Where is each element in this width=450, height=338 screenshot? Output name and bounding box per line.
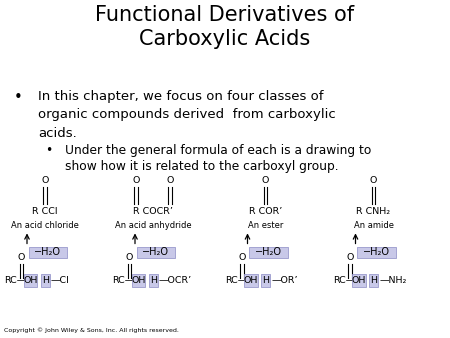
FancyBboxPatch shape (357, 247, 396, 258)
Text: •: • (14, 90, 22, 104)
FancyBboxPatch shape (137, 247, 175, 258)
FancyBboxPatch shape (132, 274, 145, 287)
Text: O: O (132, 176, 140, 185)
Text: —NH₂: —NH₂ (379, 276, 407, 285)
Text: OH: OH (244, 276, 258, 285)
Text: Copyright © John Wiley & Sons, Inc. All rights reserved.: Copyright © John Wiley & Sons, Inc. All … (4, 327, 180, 333)
Text: O: O (126, 253, 133, 262)
Text: Under the general formula of each is a drawing to: Under the general formula of each is a d… (65, 144, 372, 156)
Text: RC—: RC— (333, 276, 355, 285)
Text: acids.: acids. (38, 127, 77, 140)
Text: RC—: RC— (225, 276, 247, 285)
Text: O: O (346, 253, 354, 262)
Text: organic compounds derived  from carboxylic: organic compounds derived from carboxyli… (38, 108, 336, 121)
Text: H: H (370, 276, 378, 285)
Text: •: • (45, 144, 52, 156)
FancyBboxPatch shape (249, 247, 288, 258)
FancyBboxPatch shape (352, 274, 366, 287)
FancyBboxPatch shape (244, 274, 258, 287)
Text: show how it is related to the carboxyl group.: show how it is related to the carboxyl g… (65, 160, 339, 173)
Text: An ester: An ester (248, 221, 283, 230)
FancyBboxPatch shape (369, 274, 378, 287)
Text: OH: OH (23, 276, 38, 285)
Text: −H₂O: −H₂O (255, 247, 282, 257)
Text: An amide: An amide (354, 221, 393, 230)
Text: RC—: RC— (112, 276, 135, 285)
FancyBboxPatch shape (149, 274, 158, 287)
Text: RC—: RC— (4, 276, 27, 285)
FancyBboxPatch shape (41, 274, 50, 287)
Text: —OR’: —OR’ (271, 276, 298, 285)
Text: —OCR’: —OCR’ (159, 276, 192, 285)
Text: −H₂O: −H₂O (35, 247, 61, 257)
FancyBboxPatch shape (24, 274, 37, 287)
Text: O: O (370, 176, 377, 185)
Text: R CCl: R CCl (32, 207, 58, 216)
Text: An acid chloride: An acid chloride (11, 221, 79, 230)
Text: H: H (42, 276, 49, 285)
Text: −H₂O: −H₂O (142, 247, 169, 257)
Text: O: O (262, 176, 269, 185)
Text: Functional Derivatives of
Carboxylic Acids: Functional Derivatives of Carboxylic Aci… (95, 5, 355, 49)
Text: —Cl: —Cl (51, 276, 70, 285)
Text: H: H (150, 276, 157, 285)
Text: O: O (18, 253, 25, 262)
Text: O: O (41, 176, 49, 185)
FancyBboxPatch shape (261, 274, 270, 287)
FancyBboxPatch shape (29, 247, 67, 258)
Text: OH: OH (352, 276, 366, 285)
Text: OH: OH (131, 276, 146, 285)
Text: R COR’: R COR’ (249, 207, 282, 216)
Text: O: O (238, 253, 246, 262)
Text: R COCR’: R COCR’ (133, 207, 173, 216)
Text: R CNH₂: R CNH₂ (356, 207, 391, 216)
Text: H: H (262, 276, 270, 285)
Text: −H₂O: −H₂O (363, 247, 390, 257)
Text: O: O (166, 176, 174, 185)
Text: In this chapter, we focus on four classes of: In this chapter, we focus on four classe… (38, 90, 324, 102)
Text: An acid anhydride: An acid anhydride (115, 221, 191, 230)
